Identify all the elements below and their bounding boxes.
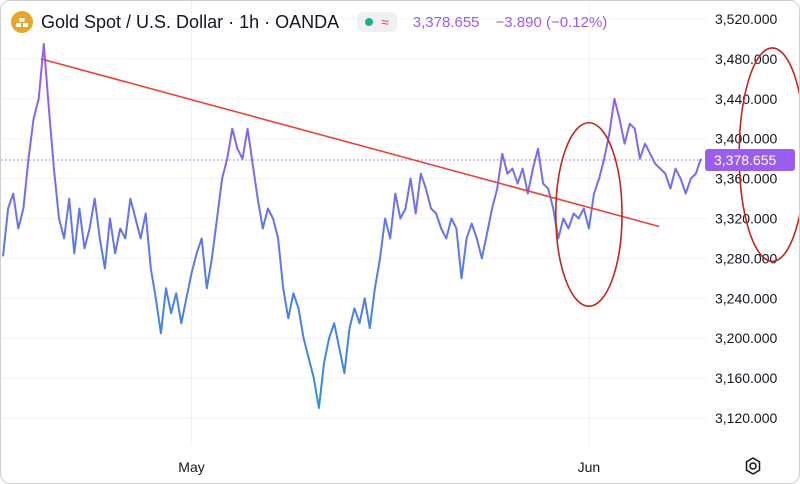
last-price-badge [705,148,795,171]
y-tick-label: 3,480.000 [715,51,777,67]
x-tick-label: Jun [578,459,601,475]
y-tick-label: 3,160.000 [715,370,777,386]
market-status-pill[interactable]: ≈ [357,12,397,32]
data-feed-icon: ≈ [381,14,389,30]
price-series-line[interactable] [2,42,702,409]
gold-bars-icon [11,11,33,33]
annotation-ellipse[interactable] [554,121,623,308]
y-tick-label: 3,120.000 [715,410,777,426]
y-tick-label: 3,280.000 [715,250,777,266]
y-tick-label: 3,200.000 [715,330,777,346]
y-tick-label: 3,520.000 [715,11,777,27]
chart-header: Gold Spot / U.S. Dollar · 1h · OANDA ≈ 3… [11,9,607,35]
last-price: 3,378.655 [412,13,480,31]
symbol-title[interactable]: Gold Spot / U.S. Dollar · 1h · OANDA [41,11,340,32]
y-tick-label: 3,360.000 [715,171,777,187]
gear-icon[interactable] [743,456,763,476]
price-change: −3.890 (−0.12%) [495,13,608,31]
y-tick-label: 3,440.000 [715,91,777,107]
trendline[interactable] [40,58,660,228]
y-tick-label: 3,400.000 [715,131,777,147]
y-tick-label: 3,240.000 [715,290,777,306]
x-tick-label: May [178,459,204,475]
last-price-badge-label: 3,378.655 [714,152,776,168]
market-open-dot-icon [365,18,374,26]
